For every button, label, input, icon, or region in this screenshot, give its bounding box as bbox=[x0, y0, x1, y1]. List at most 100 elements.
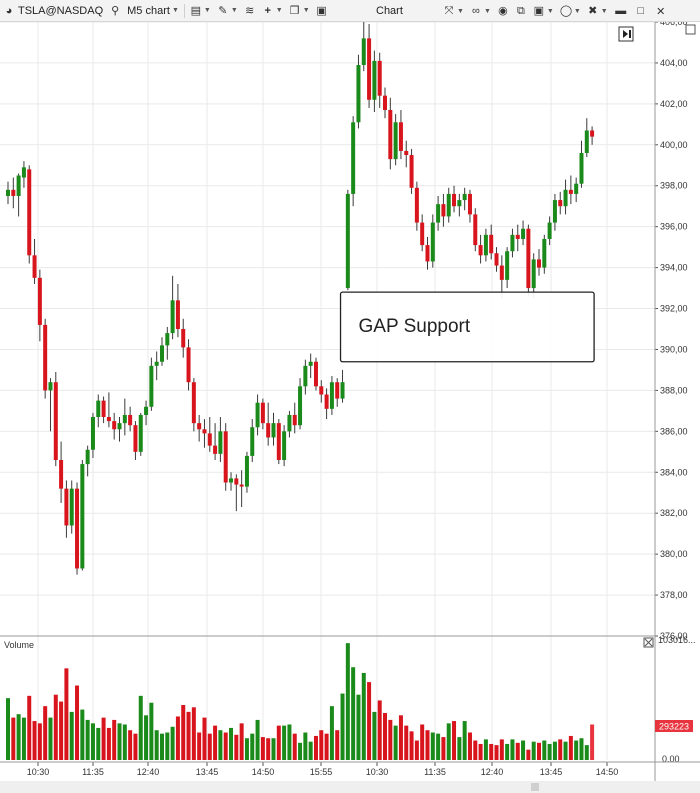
candle bbox=[292, 402, 297, 434]
volume-bar bbox=[197, 732, 202, 760]
candle-body bbox=[255, 402, 260, 428]
candle-body bbox=[324, 394, 329, 409]
candle-body bbox=[223, 431, 228, 483]
candle bbox=[531, 253, 536, 299]
volume-bar bbox=[64, 668, 69, 760]
volume-bar bbox=[144, 715, 149, 760]
candle-body bbox=[213, 445, 218, 454]
candle-body bbox=[287, 414, 292, 432]
volume-bar bbox=[377, 700, 382, 760]
candle-body bbox=[552, 200, 557, 223]
volume-bar bbox=[250, 733, 255, 760]
volume-bar bbox=[53, 694, 58, 760]
volume-bar bbox=[234, 734, 239, 760]
candle-body bbox=[202, 429, 207, 434]
indicators-button[interactable]: ≋ bbox=[241, 0, 259, 22]
link-button[interactable]: ∞ ▼ bbox=[467, 0, 494, 22]
symbol-selector[interactable]: ◕ TSLA@NASDAQ bbox=[0, 0, 106, 22]
volume-bar bbox=[335, 730, 340, 760]
volume-bar bbox=[308, 741, 313, 760]
candle bbox=[260, 398, 265, 430]
volume-bar bbox=[441, 737, 446, 760]
candle bbox=[383, 87, 388, 119]
candle bbox=[128, 406, 133, 432]
candle-body bbox=[303, 365, 308, 387]
volume-bar bbox=[59, 701, 64, 760]
color-button[interactable]: ▣ bbox=[313, 0, 331, 22]
candle-body bbox=[90, 417, 95, 450]
volume-bar bbox=[154, 730, 159, 760]
search-button[interactable]: ⚲ bbox=[106, 0, 124, 22]
volume-axis-zero-label: 0.00 bbox=[662, 754, 680, 764]
scrollbar[interactable] bbox=[0, 781, 700, 793]
scrollbar-thumb[interactable] bbox=[531, 783, 539, 791]
volume-bar bbox=[510, 739, 515, 760]
volume-bar bbox=[117, 723, 122, 760]
candle-body bbox=[494, 253, 499, 266]
candle bbox=[144, 400, 149, 426]
candle-body bbox=[430, 222, 435, 262]
timeframe-selector[interactable]: M5 chart ▼ bbox=[124, 0, 182, 22]
gap-support-box[interactable] bbox=[339, 291, 595, 363]
candle-body bbox=[404, 150, 409, 156]
candle bbox=[537, 249, 541, 276]
candle-body bbox=[138, 414, 143, 452]
timeframe-label: M5 chart bbox=[127, 4, 170, 17]
time-axis[interactable]: 10:30 11:35 12:40 13:45 14:50 15:55 10:30 11:35… bbox=[0, 761, 700, 777]
scrollbar-track[interactable] bbox=[0, 781, 700, 793]
circle-button[interactable]: ◯ ▼ bbox=[557, 0, 584, 22]
candle bbox=[202, 419, 207, 448]
volume-bar bbox=[319, 730, 324, 760]
windows-button[interactable]: ⧉ bbox=[512, 0, 530, 22]
candle-body bbox=[53, 382, 58, 460]
close-button[interactable]: ✕ bbox=[651, 0, 671, 22]
volume-bar bbox=[85, 719, 90, 760]
volume-bar bbox=[106, 727, 111, 760]
candle bbox=[223, 423, 228, 491]
template-button[interactable]: ❐ ▼ bbox=[286, 0, 313, 22]
candle bbox=[101, 396, 106, 424]
drawing-tool-button[interactable]: ✎ ▼ bbox=[214, 0, 241, 22]
price-tick-label: 388,00 bbox=[660, 385, 688, 395]
volume-bar bbox=[101, 717, 106, 760]
annotation-layer[interactable]: GAP Support bbox=[339, 291, 595, 363]
candle-body bbox=[48, 382, 53, 391]
candle-body bbox=[420, 222, 425, 246]
gap-support-label: GAP Support bbox=[359, 316, 471, 337]
volume-bar bbox=[239, 723, 244, 760]
lock-button[interactable]: ▣ ▼ bbox=[530, 0, 557, 22]
candle bbox=[11, 177, 16, 209]
cursor-button[interactable]: ⤧ ▼ bbox=[440, 0, 467, 22]
tools-button[interactable]: ✖ ▼ bbox=[584, 0, 611, 22]
volume-bar bbox=[170, 726, 175, 760]
candle-body bbox=[101, 400, 106, 418]
candle bbox=[558, 191, 563, 215]
price-axis[interactable]: 376,00 378,00 380,00 382,00 384,00 386,00 388,… bbox=[654, 22, 688, 781]
candle-body bbox=[361, 38, 366, 65]
volume-bar bbox=[409, 731, 414, 760]
chevron-down-icon: ▼ bbox=[546, 7, 554, 15]
candle bbox=[250, 419, 255, 463]
price-tick-label: 400,00 bbox=[660, 140, 688, 150]
candle bbox=[122, 398, 127, 436]
volume-bar bbox=[207, 733, 212, 760]
chart-type-button[interactable]: ▤ ▼ bbox=[187, 0, 214, 22]
candle-body bbox=[27, 169, 32, 256]
crosshair-button[interactable]: + ▼ bbox=[259, 0, 286, 22]
volume-bar bbox=[32, 721, 37, 760]
volume-bar bbox=[351, 667, 356, 760]
minimize-button[interactable]: ▬ bbox=[611, 0, 631, 22]
candle bbox=[64, 480, 69, 538]
candle bbox=[59, 441, 64, 503]
candle bbox=[505, 247, 510, 289]
candle-body bbox=[239, 484, 244, 487]
price-chart[interactable]: GAP Support 376,00 378,00 380,00 382,00 384,… bbox=[0, 22, 700, 793]
chevron-down-icon: ▼ bbox=[275, 7, 283, 14]
candle bbox=[510, 228, 515, 258]
screenshot-button[interactable]: ◉ bbox=[494, 0, 512, 22]
expand-pane-button[interactable] bbox=[685, 24, 696, 35]
candle bbox=[287, 410, 292, 438]
maximize-button[interactable]: □ bbox=[631, 0, 651, 22]
candle bbox=[483, 228, 488, 262]
candle bbox=[191, 378, 196, 432]
